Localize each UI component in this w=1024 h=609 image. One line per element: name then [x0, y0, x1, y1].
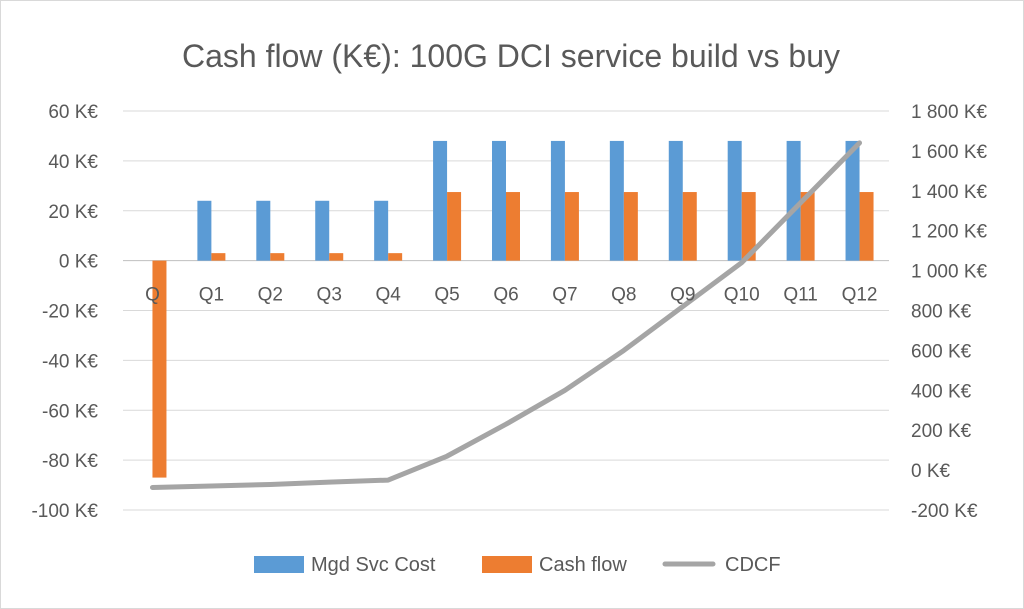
x-tick-label: Q2	[258, 285, 283, 306]
bars	[152, 140, 874, 478]
cash-flow-bar	[859, 192, 874, 261]
cash-flow-bar	[506, 192, 520, 261]
y-tick-label: 0 K€	[59, 252, 99, 273]
mgd-svc-cost-bar	[786, 140, 801, 261]
y-tick-label: -100 K€	[31, 501, 98, 522]
cash-flow-bar	[564, 192, 579, 261]
mgd-svc-cost-bar	[315, 200, 330, 261]
cash-flow-bar	[741, 192, 756, 261]
mgd-svc-cost-bar	[197, 200, 212, 261]
cash-flow-bar	[800, 192, 815, 261]
y2-tick-label: 800 K€	[911, 302, 972, 323]
y-tick-label: -80 K€	[42, 451, 98, 472]
mgd-svc-cost-bar	[550, 140, 565, 261]
y2-tick-label: 0 K€	[911, 461, 951, 482]
y-tick-label: 60 K€	[48, 102, 98, 123]
cash-flow-bar	[152, 260, 167, 478]
y2-tick-label: -200 K€	[911, 501, 978, 522]
x-tick-label: Q	[145, 285, 160, 306]
cash-flow-bar	[270, 253, 285, 261]
y-tick-label: 20 K€	[48, 202, 98, 223]
cash-flow-bar	[623, 192, 638, 261]
mgd-svc-cost-bar	[433, 140, 448, 261]
x-tick-label: Q12	[842, 285, 878, 306]
cash-flow-bar	[388, 253, 403, 261]
mgd-svc-cost-bar	[845, 140, 860, 261]
x-tick-label: Q1	[199, 285, 224, 306]
legend-label-cash-flow: Cash flow	[539, 554, 627, 576]
x-tick-label: Q6	[493, 285, 518, 306]
mgd-svc-cost-bar	[668, 140, 683, 261]
mgd-svc-cost-bar	[492, 140, 506, 261]
axis-labels: 60 K€ 40 K€ 20 K€ 0 K€ -20 K€ -40 K€ -60 K€ -80…	[31, 102, 987, 522]
mgd-svc-cost-bar	[609, 140, 624, 261]
mgd-svc-cost-bar	[256, 200, 271, 261]
x-tick-label: Q9	[670, 285, 695, 306]
mgd-svc-cost-bar	[727, 140, 742, 261]
x-tick-label: Q3	[317, 285, 342, 306]
x-tick-label: Q11	[783, 285, 818, 306]
y-tick-label: -60 K€	[42, 401, 98, 422]
x-tick-label: Q10	[724, 285, 760, 306]
legend-label-mgd-svc-cost: Mgd Svc Cost	[311, 554, 436, 576]
y2-tick-label: 1 600 K€	[911, 142, 987, 163]
y2-tick-label: 200 K€	[911, 421, 972, 442]
y2-tick-label: 1 000 K€	[911, 262, 987, 283]
cash-flow-bar	[211, 253, 226, 261]
x-tick-label: Q8	[611, 285, 636, 306]
cash-flow-bar	[447, 192, 462, 261]
cdcf-line-layer	[149, 140, 863, 490]
mgd-svc-cost-bar	[374, 200, 389, 261]
legend-swatch-mgd-svc-cost	[254, 556, 304, 573]
x-tick-label: Q4	[375, 285, 401, 306]
y2-tick-label: 1 200 K€	[911, 222, 987, 243]
legend-swatch-cash-flow	[482, 556, 532, 573]
y-tick-label: -20 K€	[42, 302, 98, 323]
y2-tick-label: 1 400 K€	[911, 182, 987, 203]
y2-tick-label: 600 K€	[911, 341, 972, 362]
x-tick-label: Q7	[552, 285, 577, 306]
y2-tick-label: 400 K€	[911, 381, 972, 402]
x-tick-label: Q5	[434, 285, 459, 306]
y-tick-label: 40 K€	[48, 152, 98, 173]
y2-tick-label: 1 800 K€	[911, 102, 987, 123]
legend: Mgd Svc Cost Cash flow CDCF	[254, 554, 781, 576]
y-tick-label: -40 K€	[42, 351, 98, 372]
legend-label-cdcf: CDCF	[725, 554, 781, 576]
chart-title: Cash flow (K€): 100G DCI service build v…	[182, 38, 840, 74]
cash-flow-bar	[329, 253, 344, 261]
cash-flow-bar	[682, 192, 697, 261]
